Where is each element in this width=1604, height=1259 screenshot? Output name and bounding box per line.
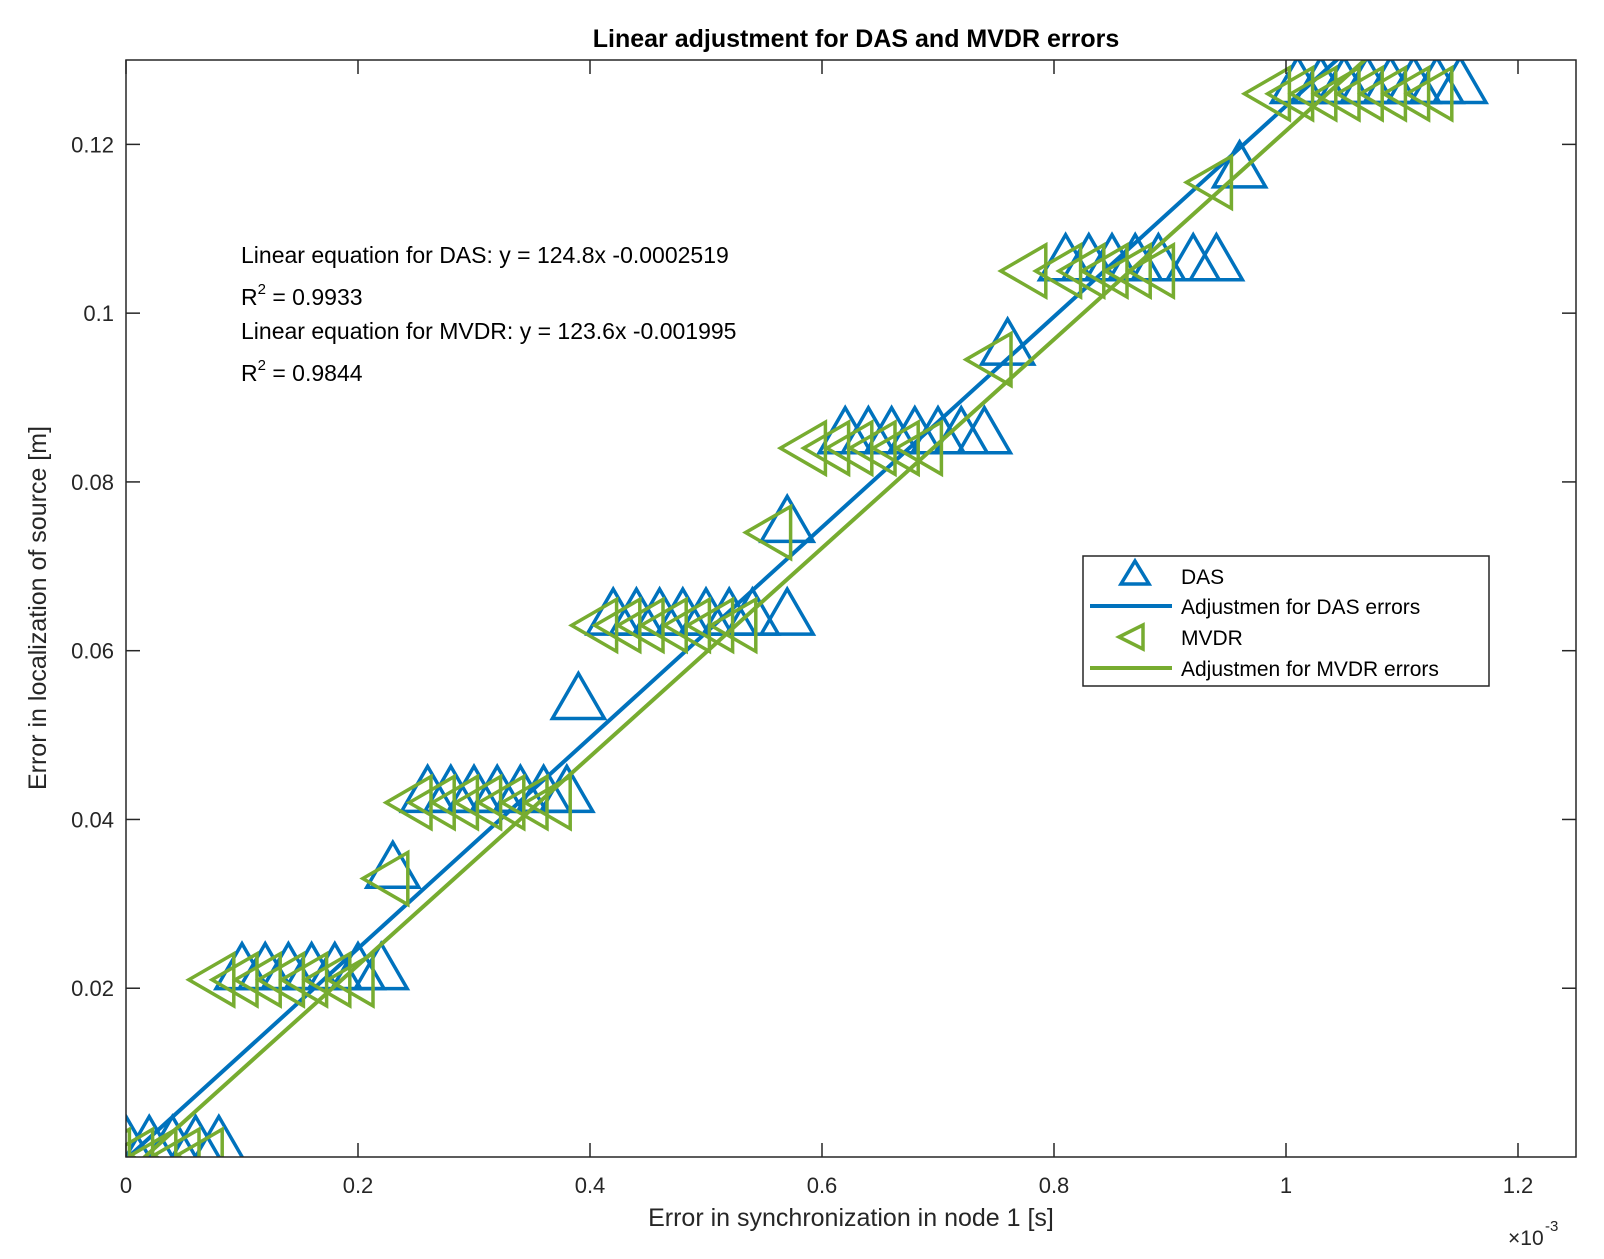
das-r2-sup: 2 <box>258 281 266 298</box>
das-point <box>352 940 411 991</box>
y-tick-label: 0.1 <box>83 301 114 326</box>
das-point <box>758 492 817 544</box>
mvdr-r2: R2 = 0.9844 <box>241 357 363 386</box>
legend-mvdr-fit-label: Adjustmen for MVDR errors <box>1181 658 1439 681</box>
mvdr-point <box>869 419 920 478</box>
x-tick-label: 1.2 <box>1503 1173 1534 1198</box>
legend-mvdr-marker <box>1115 622 1145 652</box>
mvdr-point <box>150 1126 201 1157</box>
mvdr-point <box>1124 241 1176 300</box>
legend-box <box>1082 555 1490 687</box>
mvdr-point <box>1380 64 1431 123</box>
series-layer <box>126 60 1490 1157</box>
legend-item-mvdr-fit: Adjustmen for MVDR errors <box>1090 658 1439 681</box>
mvdr-markers <box>126 64 1454 1157</box>
chart-title: Linear adjustment for DAS and MVDR error… <box>593 25 1119 53</box>
mvdr-point <box>173 1126 224 1157</box>
legend-item-mvdr: MVDR <box>1115 622 1243 652</box>
x-axis-ticks: 0 0.2 0.4 0.6 0.8 1 1.2 <box>120 60 1533 1198</box>
y-tick-label: 0.12 <box>71 132 114 157</box>
x-axis-exponent-power: -3 <box>1545 1218 1558 1235</box>
fit-annotations: Linear equation for DAS: y = 124.8x -0.0… <box>241 242 736 386</box>
das-point <box>363 838 422 890</box>
x-tick-label: 0.4 <box>575 1173 606 1198</box>
mvdr-r2-sup: 2 <box>258 357 266 374</box>
y-axis-ticks: 0.02 0.04 0.06 0.08 0.1 0.12 <box>71 132 1576 1001</box>
das-point <box>1187 231 1246 282</box>
x-axis-exponent: ×10 -3 <box>1508 1218 1558 1250</box>
mvdr-point <box>359 849 410 908</box>
mvdr-point <box>1403 64 1454 123</box>
das-point <box>723 585 782 636</box>
x-axis-exponent-base: ×10 <box>1508 1227 1544 1250</box>
y-tick-label: 0.04 <box>71 807 114 832</box>
mvdr-point <box>1101 241 1152 300</box>
das-point <box>758 585 817 636</box>
legend-das-label: DAS <box>1181 566 1224 589</box>
das-point <box>1210 138 1269 189</box>
das-r2: R2 = 0.9933 <box>241 281 363 310</box>
x-tick-label: 0 <box>120 1173 132 1198</box>
mvdr-point <box>962 330 1013 389</box>
legend-das-marker <box>1117 557 1153 586</box>
das-equation: Linear equation for DAS: y = 124.8x -0.0… <box>241 242 729 268</box>
mvdr-equation: Linear equation for MVDR: y = 123.6x -0.… <box>241 318 736 344</box>
y-tick-label: 0.06 <box>71 639 114 664</box>
legend-item-das-fit: Adjustmen for DAS errors <box>1090 596 1420 619</box>
legend-das-fit-label: Adjustmen for DAS errors <box>1181 596 1420 619</box>
x-tick-label: 0.8 <box>1039 1173 1070 1198</box>
legend: DAS Adjustmen for DAS errors MVDR Adjust… <box>1082 555 1490 687</box>
mvdr-point <box>997 241 1048 300</box>
mvdr-r2-value: = 0.9844 <box>266 360 363 386</box>
das-r2-value: = 0.9933 <box>266 284 363 310</box>
mvdr-point <box>742 503 793 562</box>
y-tick-label: 0.08 <box>71 470 114 495</box>
das-point <box>549 670 608 721</box>
das-r2-base: R <box>241 284 258 310</box>
mvdr-point <box>521 773 572 832</box>
mvdr-r2-base: R <box>241 360 258 386</box>
legend-mvdr-label: MVDR <box>1181 627 1243 650</box>
y-axis-label: Error in localization of source [m] <box>24 426 52 790</box>
x-axis-label: Error in synchronization in node 1 [s] <box>648 1204 1054 1232</box>
x-tick-label: 0.2 <box>343 1173 374 1198</box>
mvdr-point <box>324 950 375 1009</box>
mvdr-point <box>684 596 735 655</box>
mvdr-fit-line <box>141 60 1368 1157</box>
x-tick-label: 1 <box>1280 1173 1292 1198</box>
mvdr-point <box>707 596 758 655</box>
axes-box <box>125 59 1577 1158</box>
das-point <box>1430 60 1490 105</box>
x-tick-label: 0.6 <box>807 1173 838 1198</box>
das-point <box>955 404 1014 455</box>
legend-item-das: DAS <box>1117 557 1224 589</box>
plot-area <box>126 60 1490 1157</box>
y-tick-label: 0.02 <box>71 976 114 1001</box>
